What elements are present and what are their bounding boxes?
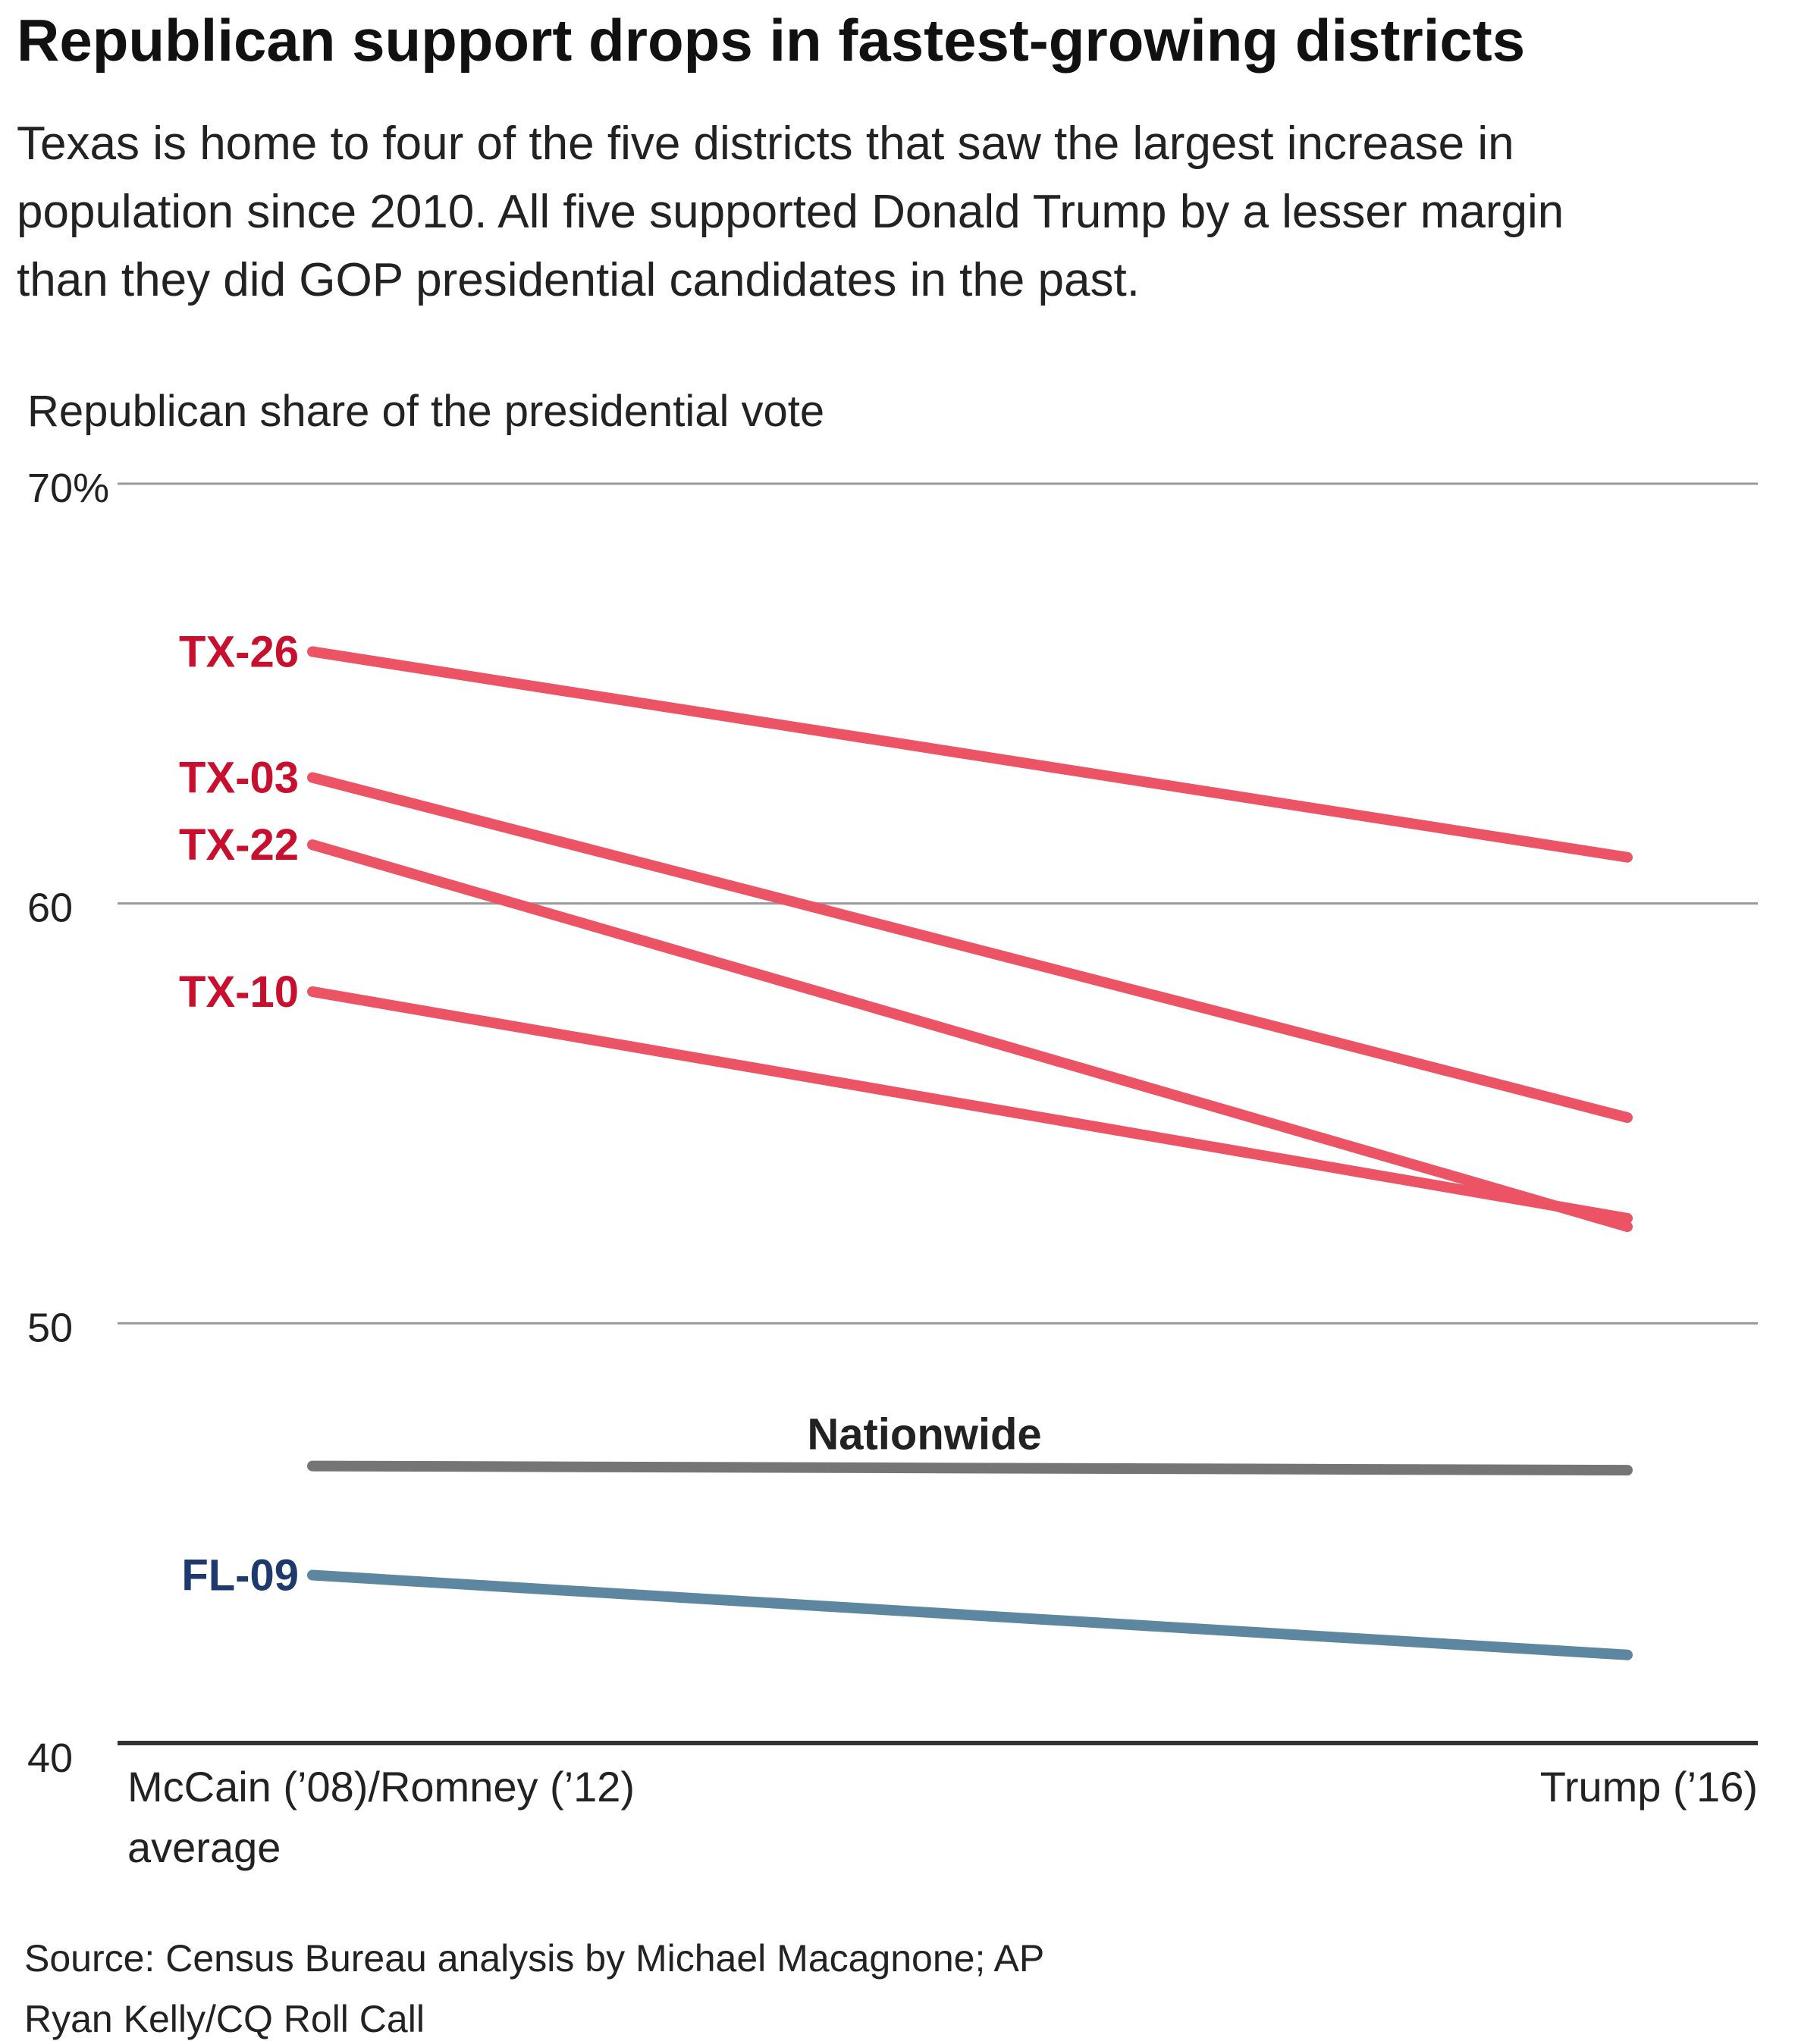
y-tick-label: 40 <box>27 1735 73 1781</box>
chart-subtitle: Texas is home to four of the five distri… <box>17 118 1564 306</box>
y-tick-label: 50 <box>27 1305 73 1350</box>
y-tick-label: 70% <box>27 466 109 511</box>
photo-credit: Ryan Kelly/CQ Roll Call <box>24 1998 425 2040</box>
series-label-tx-03: TX-03 <box>179 754 299 803</box>
x-tick-label: average <box>127 1823 281 1871</box>
x-tick-label: McCain (’08)/Romney (’12) <box>127 1763 635 1811</box>
series-label-tx-22: TX-22 <box>179 820 299 870</box>
plot-area: 70% 60 50 40 McCain (’08)/Romney (’12) averag… <box>27 466 1758 1871</box>
series-line-tx-10 <box>307 986 1633 1224</box>
x-tick-label: Trump (’16) <box>1540 1763 1758 1811</box>
subtitle-line: population since 2010. All five supporte… <box>17 186 1564 238</box>
series-line-fl-09 <box>307 1569 1633 1660</box>
series-line-tx-22 <box>307 839 1633 1232</box>
series-label-tx-26: TX-26 <box>179 627 299 676</box>
y-axis-label: Republican share of the presidential vot… <box>27 387 824 436</box>
series-line-tx-26 <box>307 646 1633 863</box>
chart-title: Republican support drops in fastest-grow… <box>17 7 1525 74</box>
subtitle-line: than they did GOP presidential candidate… <box>17 254 1140 306</box>
y-tick-label: 60 <box>27 886 73 931</box>
source-note: Source: Census Bureau analysis by Michae… <box>24 1937 1044 1980</box>
series-line-nationwide <box>307 1460 1633 1476</box>
series-label-nationwide: Nationwide <box>807 1410 1041 1459</box>
series-label-fl-09: FL-09 <box>181 1551 299 1601</box>
subtitle-line: Texas is home to four of the five distri… <box>17 118 1514 170</box>
series-line-tx-03 <box>307 772 1633 1124</box>
series-label-tx-10: TX-10 <box>179 967 299 1017</box>
